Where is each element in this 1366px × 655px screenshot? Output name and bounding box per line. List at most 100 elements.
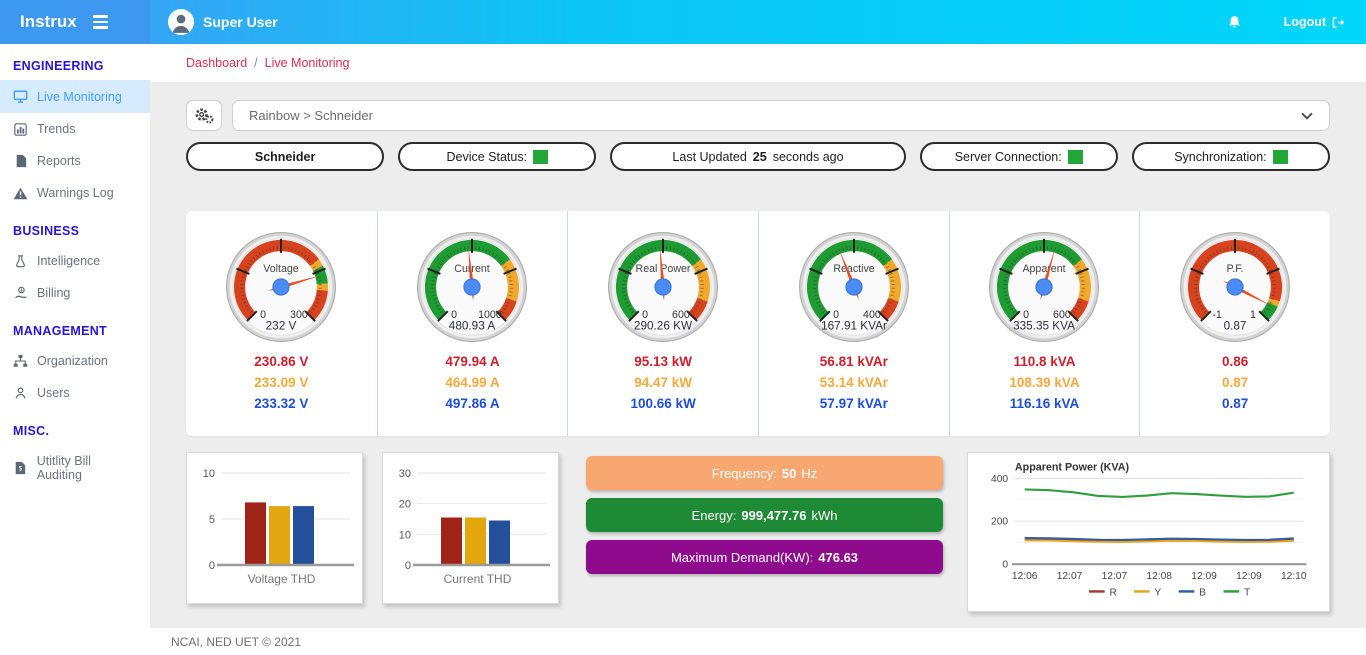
bar-chart-icon: [13, 123, 28, 136]
device-select-value: Rainbow > Schneider: [249, 108, 373, 123]
phase-reading: 233.32 V: [254, 393, 308, 414]
svg-text:12:09: 12:09: [1236, 571, 1262, 582]
svg-text:1: 1: [1250, 309, 1256, 321]
sidebar: ENGINEERING Live Monitoring Trends Repor…: [0, 44, 150, 655]
stat-energy: Energy:999,477.76kWh: [586, 498, 943, 532]
sitemap-icon: [13, 354, 28, 368]
stat-bars: Frequency:50Hz Energy:999,477.76kWh Maxi…: [586, 456, 943, 574]
logout-label: Logout: [1284, 15, 1326, 29]
footer-text: NCAI, NED UET © 2021: [171, 635, 301, 649]
sidebar-item-reports[interactable]: Reports: [0, 145, 150, 177]
voltage-thd-chart: 0510Voltage THD: [186, 452, 363, 604]
phase-reading: 53.14 kVAr: [820, 372, 888, 393]
pill-schneider[interactable]: Schneider: [186, 142, 384, 171]
sidebar-item-billing[interactable]: Billing: [0, 277, 150, 309]
logout-button[interactable]: Logout: [1284, 15, 1344, 29]
top-bar-main: Super User Logout: [150, 0, 1366, 44]
phase-reading: 0.87: [1222, 393, 1248, 414]
svg-text:Apparent: Apparent: [1023, 263, 1066, 275]
phase-reading: 57.97 kVAr: [820, 393, 888, 414]
warning-icon: [13, 187, 28, 200]
svg-text:Y: Y: [1154, 587, 1161, 598]
svg-text:200: 200: [991, 517, 1008, 528]
svg-text:20: 20: [399, 499, 411, 511]
apparent-power-chart: Apparent Power (KVA)020040012:0612:0712:…: [967, 452, 1330, 612]
sidebar-item-label: Live Monitoring: [37, 90, 122, 104]
svg-text:400: 400: [991, 474, 1008, 485]
invoice-icon: $: [13, 461, 28, 475]
gauge-dial: Current01000480.93 A: [416, 231, 528, 343]
user-icon: [13, 386, 28, 400]
file-icon: [13, 154, 28, 168]
bar-chart: 0510Voltage THD: [187, 453, 362, 603]
user-name: Super User: [203, 14, 278, 30]
svg-text:12:08: 12:08: [1146, 571, 1172, 582]
settings-button[interactable]: [186, 100, 222, 131]
svg-text:5: 5: [209, 514, 215, 526]
bottom-row: 0510Voltage THD 0102030Current THD Frequ…: [186, 452, 1330, 612]
device-select[interactable]: Rainbow > Schneider: [232, 100, 1330, 131]
app-logo: Instrux: [0, 0, 150, 44]
brand-name: Instrux: [20, 12, 77, 32]
sidebar-item-warnings-log[interactable]: Warnings Log: [0, 177, 150, 209]
footer: NCAI, NED UET © 2021: [150, 628, 1366, 655]
gauge-p-f: P.F.-110.870.860.870.87: [1139, 211, 1330, 436]
pill-device-status: Device Status:: [398, 142, 596, 171]
svg-text:0: 0: [405, 560, 411, 572]
sidebar-item-utitlity-bill-auditing[interactable]: $ Utitlity Bill Auditing: [0, 445, 150, 491]
gauge-reactive: Reactive0400167.91 KVAr56.81 kVAr53.14 k…: [758, 211, 949, 436]
avatar: [168, 9, 194, 35]
monitor-icon: [13, 89, 28, 104]
svg-text:R: R: [1110, 587, 1117, 598]
phase-reading: 497.86 A: [445, 393, 499, 414]
sidebar-item-trends[interactable]: Trends: [0, 113, 150, 145]
svg-text:0: 0: [209, 560, 215, 572]
svg-text:Current THD: Current THD: [444, 572, 512, 586]
phase-reading: 0.86: [1222, 351, 1248, 372]
phase-reading: 94.47 kW: [631, 372, 696, 393]
pill-last-updated: Last Updated25seconds ago: [610, 142, 905, 171]
svg-text:Reactive: Reactive: [833, 263, 874, 275]
notifications-bell-icon[interactable]: [1227, 15, 1242, 30]
stat-maximum-demand-kw: Maximum Demand(KW):476.63: [586, 540, 943, 574]
svg-text:12:06: 12:06: [1012, 571, 1038, 582]
line-chart: Apparent Power (KVA)020040012:0612:0712:…: [974, 457, 1323, 605]
billing-icon: [13, 286, 28, 300]
breadcrumb-dashboard[interactable]: Dashboard: [186, 56, 247, 70]
sidebar-item-users[interactable]: Users: [0, 377, 150, 409]
phase-reading: 233.09 V: [254, 372, 308, 393]
svg-text:Voltage: Voltage: [264, 263, 300, 275]
svg-text:167.91 KVAr: 167.91 KVAr: [821, 320, 887, 333]
breadcrumb: Dashboard / Live Monitoring: [150, 44, 1366, 82]
svg-text:12:07: 12:07: [1057, 571, 1083, 582]
gauge-apparent: Apparent0600335.35 KVA 110.8 kVA108.39 kV…: [949, 211, 1140, 436]
user-menu[interactable]: Super User: [168, 9, 278, 35]
pill-server-connection: Server Connection:: [920, 142, 1118, 171]
svg-text:10: 10: [399, 529, 411, 541]
breadcrumb-live-monitoring[interactable]: Live Monitoring: [265, 56, 350, 70]
gauge-real-power: Real Power0600290.26 KW95.13 kW94.47 kW1…: [567, 211, 758, 436]
breadcrumb-separator: /: [254, 56, 257, 70]
svg-text:-1: -1: [1213, 309, 1223, 321]
svg-text:0.87: 0.87: [1224, 320, 1247, 333]
top-bar-actions: Logout: [1227, 15, 1344, 30]
sidebar-section-misc: MISC.: [0, 409, 150, 445]
sidebar-item-organization[interactable]: Organization: [0, 345, 150, 377]
phase-reading: 100.66 kW: [631, 393, 696, 414]
svg-text:335.35 KVA: 335.35 KVA: [1014, 320, 1076, 333]
gauge-readings: 95.13 kW94.47 kW100.66 kW: [631, 351, 696, 414]
phase-reading: 464.99 A: [445, 372, 499, 393]
sidebar-item-live-monitoring[interactable]: Live Monitoring: [0, 80, 150, 113]
phase-reading: 479.94 A: [445, 351, 499, 372]
gauge-readings: 110.8 kVA108.39 kVA116.16 kVA: [1009, 351, 1079, 414]
sidebar-section-engineering: ENGINEERING: [0, 44, 150, 80]
gauge-dial: Apparent0600335.35 KVA: [988, 231, 1100, 343]
svg-text:12:09: 12:09: [1191, 571, 1217, 582]
svg-text:P.F.: P.F.: [1227, 263, 1244, 275]
gauge-voltage: Voltage0300232 V230.86 V233.09 V233.32 V: [186, 211, 377, 436]
sidebar-section-management: MANAGEMENT: [0, 309, 150, 345]
current-thd-chart: 0102030Current THD: [382, 452, 559, 604]
sidebar-item-intelligence[interactable]: Intelligence: [0, 245, 150, 277]
status-indicator: [1273, 150, 1288, 164]
menu-toggle-icon[interactable]: [93, 15, 108, 28]
